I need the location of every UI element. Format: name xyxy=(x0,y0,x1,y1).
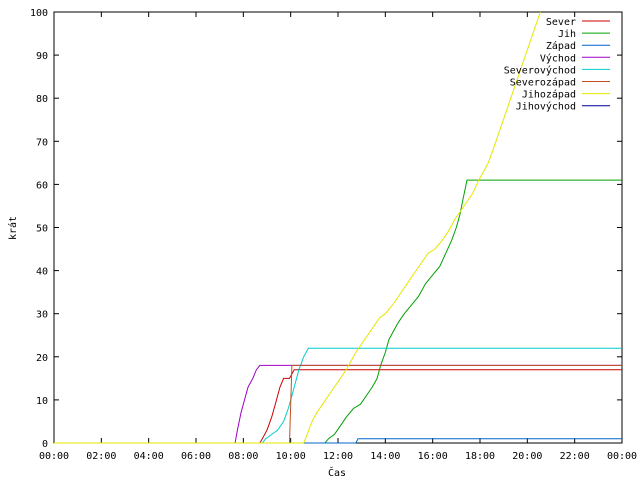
x-tick-label: 12:00 xyxy=(323,451,353,462)
y-tick-label: 60 xyxy=(36,180,48,191)
legend-label-vychod: Východ xyxy=(540,52,576,64)
series-line-severozapad xyxy=(54,364,622,444)
x-tick-label: 04:00 xyxy=(134,451,164,462)
legend-label-zapad: Západ xyxy=(546,40,576,52)
x-tick-label: 00:00 xyxy=(39,451,69,462)
y-tick-label: 40 xyxy=(36,267,48,278)
y-tick-label: 80 xyxy=(36,94,48,105)
y-tick-label: 70 xyxy=(36,137,48,148)
legend-label-severovychod: Severovýchod xyxy=(504,64,576,76)
legend-label-severozapad: Severozápad xyxy=(510,77,576,89)
series-line-jih xyxy=(54,179,622,444)
x-tick-label: 14:00 xyxy=(370,451,400,462)
x-tick-label: 20:00 xyxy=(512,451,542,462)
legend-label-sever: Sever xyxy=(546,17,576,28)
x-tick-label: 08:00 xyxy=(228,451,258,462)
x-tick-label: 06:00 xyxy=(181,451,211,462)
y-axis: 0 10 20 30 40 50 60 70 80 90 100 xyxy=(30,8,622,450)
x-tick-label: 16:00 xyxy=(418,451,448,462)
x-tick-label: 00:00 xyxy=(607,451,637,462)
x-axis: 00:00 02:00 04:00 06:00 08:00 10:00 12:00 14:00… xyxy=(39,12,637,462)
y-tick-label: 90 xyxy=(36,51,48,62)
legend-label-jihozapad: Jihozápad xyxy=(522,89,576,101)
legend-label-jihovychod: Jihovýchod xyxy=(516,101,576,113)
y-tick-label: 30 xyxy=(36,310,48,321)
x-axis-label: Čas xyxy=(328,466,346,479)
series-line-severovychod xyxy=(54,347,622,444)
y-tick-label: 50 xyxy=(36,224,48,235)
y-tick-label: 10 xyxy=(36,396,48,407)
y-tick-label: 100 xyxy=(30,8,48,19)
x-tick-label: 02:00 xyxy=(86,451,116,462)
x-tick-label: 10:00 xyxy=(276,451,306,462)
x-tick-label: 22:00 xyxy=(560,451,590,462)
y-tick-label: 0 xyxy=(42,439,48,450)
series-lines xyxy=(54,11,622,444)
y-tick-label: 20 xyxy=(36,353,48,364)
legend: SeverJihZápadVýchodSeverovýchodSeverozáp… xyxy=(504,17,610,113)
series-line-vychod xyxy=(54,364,622,444)
legend-label-jih: Jih xyxy=(558,29,576,40)
x-tick-label: 18:00 xyxy=(465,451,495,462)
series-line-sever xyxy=(54,369,622,444)
y-axis-label: krát xyxy=(7,216,19,240)
series-line-jihozapad xyxy=(54,11,541,444)
